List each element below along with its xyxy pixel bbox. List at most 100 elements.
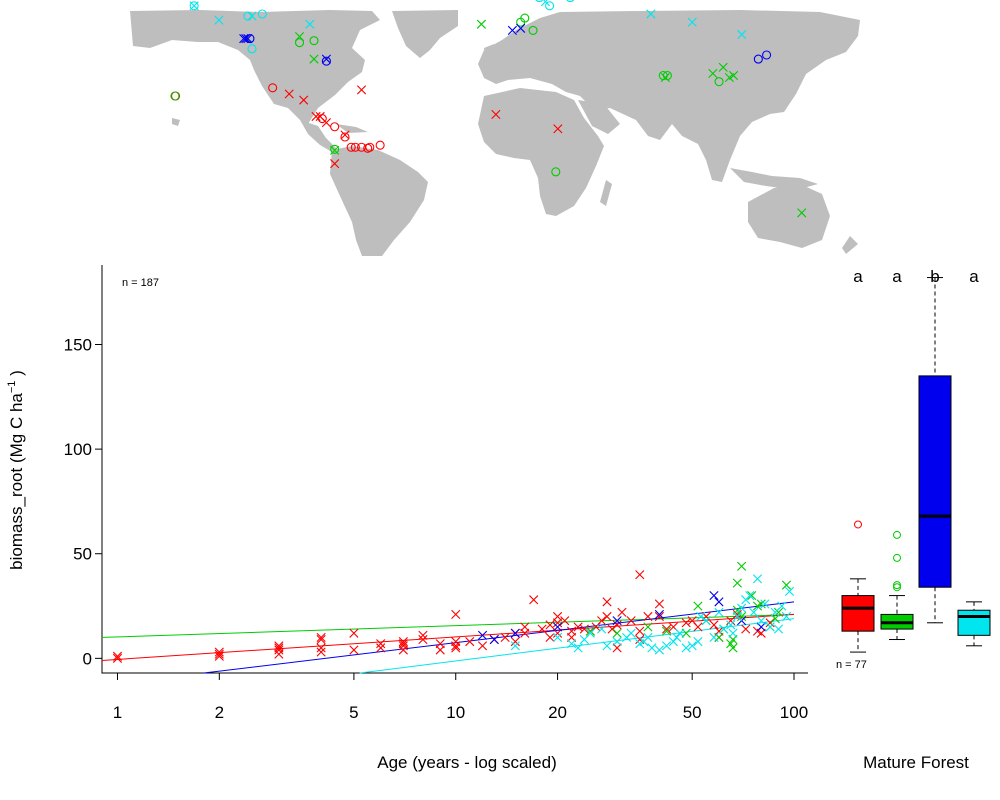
scatter-point-cyan xyxy=(752,574,763,584)
significance-letter: b xyxy=(930,267,939,286)
map-site-marker xyxy=(687,17,697,27)
scatter-point-cyan xyxy=(647,643,657,653)
scatter-point-red xyxy=(635,570,645,580)
scatter-point-red xyxy=(349,645,359,655)
land-north-america xyxy=(130,10,380,124)
scatter-point-green xyxy=(756,599,766,609)
map-site-marker xyxy=(516,23,526,33)
scatter-n-label: n = 187 xyxy=(122,277,159,289)
map-site-marker xyxy=(528,25,538,35)
map-site-marker xyxy=(330,144,340,154)
scatter-points xyxy=(112,561,795,663)
scatter-point-cyan xyxy=(687,641,697,651)
map-site-marker xyxy=(545,1,555,11)
scatter-point-green xyxy=(747,590,757,601)
map-site-marker xyxy=(365,142,375,152)
map-site-marker xyxy=(551,167,561,177)
scatter-point-red xyxy=(112,651,123,661)
map-site-marker xyxy=(491,109,501,120)
world-map xyxy=(130,0,860,256)
map-site-marker xyxy=(375,140,385,150)
scatter-point-red xyxy=(398,641,408,651)
box-red: a xyxy=(841,267,875,653)
y-axis-label-end: ) xyxy=(7,370,26,380)
scatter-point-cyan xyxy=(749,607,759,617)
land-europe-asia xyxy=(478,10,860,182)
scatter-point-cyan xyxy=(510,641,520,651)
scatter-point-red xyxy=(560,616,570,626)
scatter-point-red xyxy=(316,632,326,643)
scatter-point-cyan xyxy=(552,632,563,643)
map-site-marker xyxy=(317,114,327,124)
land-british-isles xyxy=(484,44,496,62)
scatter-point-red xyxy=(741,624,751,634)
significance-letter: a xyxy=(892,267,902,286)
map-site-marker xyxy=(268,83,278,93)
box-blue: b xyxy=(918,267,952,624)
scatter-point-cyan xyxy=(781,611,792,622)
x-axis-ticks: 1 2 5 10 20 50 100 xyxy=(113,673,808,722)
map-site-marker xyxy=(714,77,724,87)
map-site-marker xyxy=(553,124,563,134)
box-cyan: a xyxy=(957,267,991,647)
scatter-point-red xyxy=(602,611,612,622)
scatter-point-blue xyxy=(552,622,563,632)
map-site-marker xyxy=(737,29,747,40)
map-site-marker xyxy=(356,85,367,95)
scatter-panel: 1 2 5 10 20 50 100 0 50 100 150 n = 187 Age (year… xyxy=(6,265,808,772)
scatter-point-green xyxy=(612,628,622,638)
box-axis-label: Mature Forest xyxy=(863,753,969,772)
scatter-point-green xyxy=(643,622,653,632)
scatter-point-red xyxy=(545,632,555,643)
fit-line-green xyxy=(101,613,795,638)
scatter-point-green xyxy=(585,626,595,636)
land-indonesia xyxy=(730,168,818,190)
map-site-marker xyxy=(566,0,575,3)
map-site-marker xyxy=(311,111,321,122)
scatter-point-red xyxy=(765,618,775,628)
scatter-point-cyan xyxy=(709,632,719,643)
map-site-marker xyxy=(257,9,267,19)
scatter-point-red xyxy=(316,643,326,653)
scatter-point-green xyxy=(781,580,792,590)
map-site-marker xyxy=(753,54,763,64)
scatter-point-green xyxy=(728,643,738,653)
map-site-marker xyxy=(247,44,257,54)
scatter-point-red xyxy=(376,643,386,653)
map-site-marker xyxy=(299,95,309,105)
scatter-point-cyan xyxy=(719,624,729,634)
y-tick-label: 50 xyxy=(73,545,92,564)
scatter-point-red xyxy=(112,653,123,663)
map-site-marker xyxy=(214,15,224,25)
box-outlier xyxy=(854,520,862,529)
x-tick-label: 1 xyxy=(113,703,122,722)
scatter-point-red xyxy=(418,634,428,645)
scatter-point-cyan xyxy=(714,607,724,617)
scatter-point-red xyxy=(465,637,475,647)
scatter-point-green xyxy=(661,626,672,636)
scatter-point-red xyxy=(274,641,284,651)
x-axis-label: Age (years - log scaled) xyxy=(377,753,557,772)
y-tick-label: 0 xyxy=(83,649,92,668)
land-greenland xyxy=(392,10,458,58)
box-outlier xyxy=(893,530,901,539)
scatter-point-red xyxy=(579,624,589,634)
map-site-marker xyxy=(321,54,331,64)
scatter-point-red xyxy=(602,597,612,607)
x-tick-label: 50 xyxy=(683,703,702,722)
map-site-marker xyxy=(535,0,544,3)
box-outlier xyxy=(893,583,901,592)
scatter-point-cyan xyxy=(726,620,736,630)
x-tick-label: 20 xyxy=(548,703,567,722)
map-site-marker xyxy=(309,36,319,46)
scatter-point-red xyxy=(607,624,617,634)
scatter-point-blue xyxy=(714,597,724,607)
map-sites xyxy=(170,0,807,218)
map-site-marker xyxy=(718,62,728,72)
y-axis-label: biomass_root (Mg C ha−1 ) xyxy=(6,370,26,570)
scatter-point-red xyxy=(635,626,645,636)
map-site-marker xyxy=(247,11,257,21)
scatter-axes-frame xyxy=(101,265,808,674)
significance-letter: a xyxy=(969,267,979,286)
